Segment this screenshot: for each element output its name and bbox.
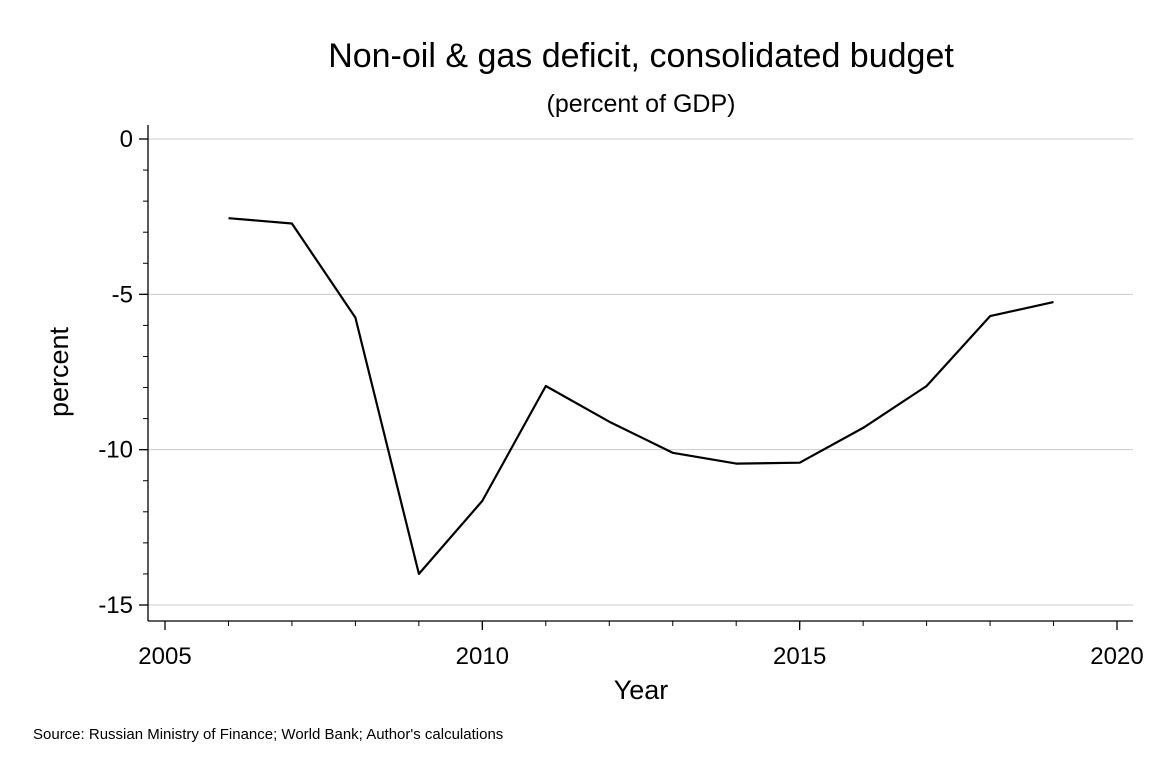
y-axis-title: percent (44, 326, 74, 417)
gridlines (148, 139, 1133, 605)
y-tick-label: -15 (98, 592, 133, 619)
y-tick-label: -10 (98, 437, 133, 464)
chart-subtitle: (percent of GDP) (547, 90, 736, 118)
y-tick-label: -5 (112, 281, 133, 308)
x-tick-label: 2005 (138, 643, 191, 670)
series (228, 218, 1053, 574)
series-line (229, 218, 1054, 574)
x-axis-title: Year (614, 675, 669, 705)
chart-title: Non-oil & gas deficit, consolidated budg… (328, 37, 954, 75)
source-note: Source: Russian Ministry of Finance; Wor… (33, 726, 503, 743)
axes (139, 125, 1133, 630)
x-tick-label: 2015 (773, 643, 826, 670)
x-tick-label: 2020 (1090, 643, 1143, 670)
y-tick-label: 0 (120, 126, 133, 153)
x-tick-label: 2010 (456, 643, 509, 670)
